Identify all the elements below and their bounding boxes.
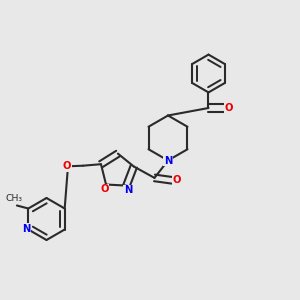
Text: N: N xyxy=(124,185,132,195)
Text: O: O xyxy=(62,161,71,171)
Text: CH₃: CH₃ xyxy=(5,194,22,203)
Text: O: O xyxy=(173,175,181,185)
Text: N: N xyxy=(22,224,30,234)
Text: N: N xyxy=(164,155,172,166)
Text: O: O xyxy=(100,184,109,194)
Text: O: O xyxy=(225,103,233,113)
